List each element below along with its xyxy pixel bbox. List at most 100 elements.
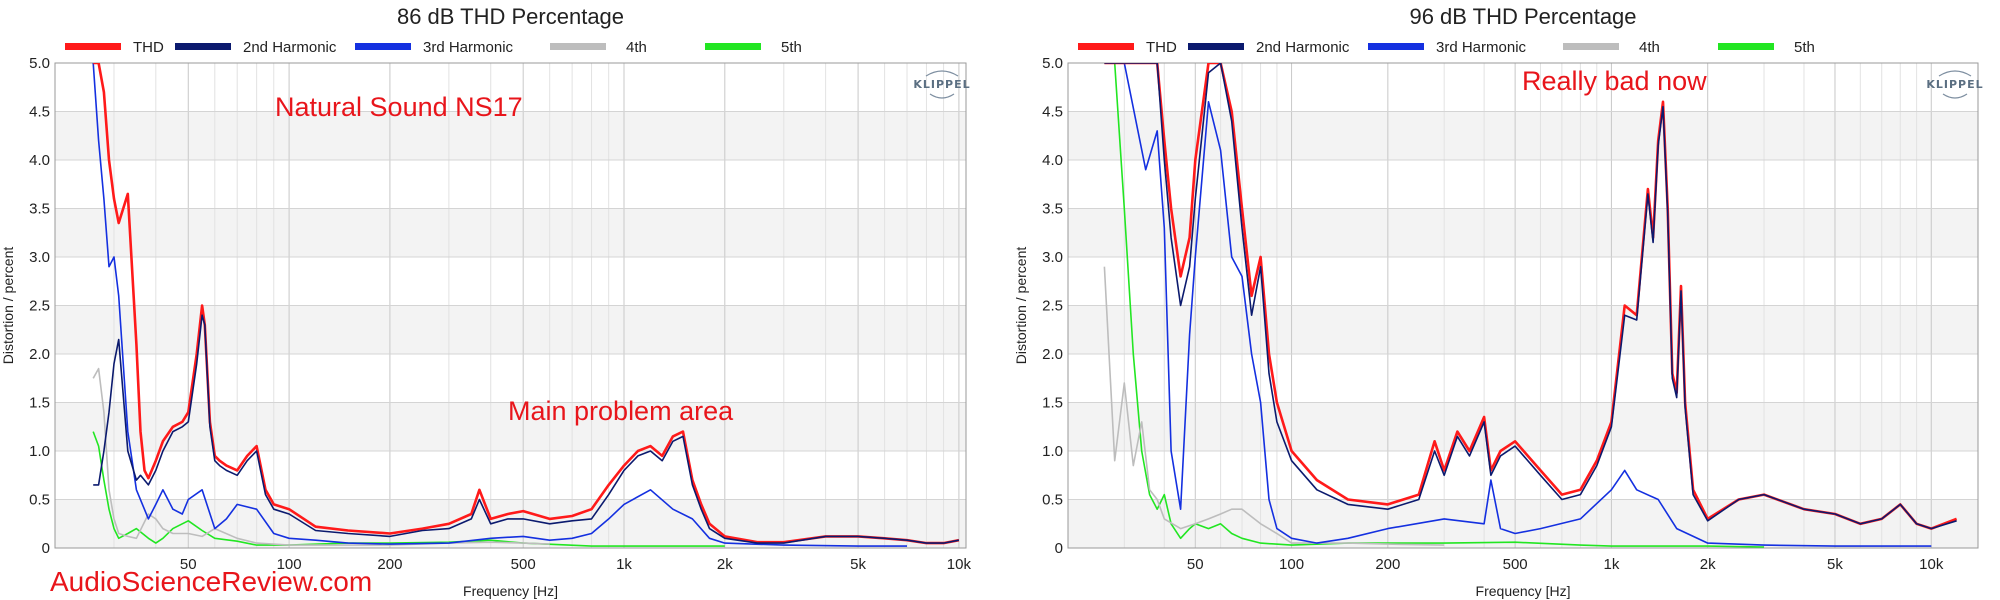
klippel-logo: KLIPPEL (1926, 70, 1983, 99)
legend-swatch-5th (1718, 43, 1774, 50)
x-tick-label: 2k (1700, 556, 1716, 573)
legend-label-2nd-harmonic: 2nd Harmonic (243, 39, 337, 56)
annotation-natural-sound-ns17: Natural Sound NS17 (275, 92, 523, 122)
legend-label-5th: 5th (1794, 39, 1815, 56)
y-tick-label: 3.0 (1042, 249, 1063, 266)
x-tick-label: 50 (1187, 556, 1204, 573)
logo-text: KLIPPEL (913, 78, 970, 91)
series-line-3rd-harmonic (92, 63, 907, 547)
x-tick-label: 5k (850, 556, 866, 573)
series-line-4th (92, 367, 550, 546)
x-axis-label: Frequency [Hz] (463, 583, 558, 599)
logo-arc-icon (925, 70, 959, 77)
legend-swatch-thd (65, 43, 121, 50)
y-tick-label: 2.0 (29, 346, 50, 363)
y-tick-label: 3.5 (1042, 201, 1063, 218)
grid-band (55, 499, 966, 548)
x-tick-label: 10k (1919, 556, 1944, 573)
y-tick-label: 5.0 (29, 55, 50, 72)
y-tick-label: 4.0 (1042, 152, 1063, 169)
y-tick-label: 4.5 (1042, 104, 1063, 121)
series-line-2nd-harmonic (93, 314, 960, 544)
x-tick-label: 50 (180, 556, 197, 573)
series-line-2nd-harmonic (1104, 63, 1957, 530)
chart-title: 86 dB THD Percentage (397, 4, 624, 29)
grid-band (55, 208, 966, 257)
legend-swatch-2nd-harmonic (175, 43, 231, 50)
x-tick-label: 1k (1603, 556, 1619, 573)
series-line-thd (93, 63, 960, 545)
annotation-really-bad-now: Really bad now (1522, 66, 1707, 96)
grid-band (55, 305, 966, 354)
series-line-3rd-harmonic (1104, 63, 1932, 547)
site-watermark: AudioScienceReview.com (50, 566, 373, 597)
logo-arc-icon (1942, 93, 1968, 99)
legend-swatch-3rd-harmonic (355, 43, 411, 50)
chart-2: 0 0.5 1.0 1.5 2.0 2.5 3.0 3.5 4.0 4.5 5.0 50 100 200 5… (1013, 4, 1983, 599)
y-tick-label: 1.0 (29, 443, 50, 460)
legend-label-4th: 4th (626, 39, 647, 56)
y-tick-label: 1.0 (1042, 443, 1063, 460)
plot-frame (1067, 62, 1979, 549)
grid-band (1068, 208, 1978, 257)
x-tick-label: 500 (1503, 556, 1528, 573)
legend-label-thd: THD (133, 39, 164, 56)
y-tick-label: 3.0 (29, 249, 50, 266)
y-axis-label: Distortion / percent (1013, 247, 1029, 365)
legend-label-3rd-harmonic: 3rd Harmonic (1436, 39, 1527, 56)
plot-frame (54, 62, 967, 549)
y-tick-label: 0.5 (29, 492, 50, 509)
legend-label-5th: 5th (781, 39, 802, 56)
x-tick-label: 5k (1827, 556, 1843, 573)
chart-1: 0 0.5 1.0 1.5 2.0 2.5 3.0 3.5 4.0 4.5 5.0 50 100 200 5… (0, 4, 971, 599)
y-tick-label: 1.5 (29, 395, 50, 412)
grid-band (55, 111, 966, 160)
x-tick-label: 100 (1279, 556, 1304, 573)
y-tick-label: 1.5 (1042, 395, 1063, 412)
series-line-5th (92, 431, 725, 547)
y-axis-label: Distortion / percent (0, 247, 16, 365)
legend-label-3rd-harmonic: 3rd Harmonic (423, 39, 514, 56)
y-tick-label: 0.5 (1042, 492, 1063, 509)
series-line-5th (1104, 63, 1765, 548)
legend-swatch-5th (705, 43, 761, 50)
annotation-main-problem-area: Main problem area (508, 396, 734, 426)
x-tick-label: 200 (1375, 556, 1400, 573)
y-tick-label: 2.5 (1042, 298, 1063, 315)
y-tick-label: 2.0 (1042, 346, 1063, 363)
series-line-4th (1103, 266, 1445, 546)
grid-band (1068, 499, 1978, 548)
y-tick-label: 5.0 (1042, 55, 1063, 72)
grid-band (1068, 305, 1978, 354)
chart-title: 96 dB THD Percentage (1409, 4, 1636, 29)
logo-arc-icon (929, 93, 955, 99)
x-tick-label: 100 (277, 556, 302, 573)
y-tick-label: 4.0 (29, 152, 50, 169)
grid-band (55, 402, 966, 451)
legend-swatch-thd (1078, 43, 1134, 50)
y-tick-label: 3.5 (29, 201, 50, 218)
legend-label-4th: 4th (1639, 39, 1660, 56)
x-tick-label: 2k (717, 556, 733, 573)
x-tick-label: 10k (947, 556, 972, 573)
y-tick-label: 0 (42, 540, 50, 557)
y-tick-label: 0 (1055, 540, 1063, 557)
logo-arc-icon (1938, 70, 1972, 77)
x-axis-label: Frequency [Hz] (1476, 583, 1571, 599)
y-tick-label: 2.5 (29, 298, 50, 315)
legend-label-thd: THD (1146, 39, 1177, 56)
x-tick-label: 200 (377, 556, 402, 573)
legend-swatch-3rd-harmonic (1368, 43, 1424, 50)
klippel-logo: KLIPPEL (913, 70, 970, 99)
legend-label-2nd-harmonic: 2nd Harmonic (1256, 39, 1350, 56)
grid-band (1068, 402, 1978, 451)
x-tick-label: 500 (511, 556, 536, 573)
logo-text: KLIPPEL (1926, 78, 1983, 91)
legend-swatch-2nd-harmonic (1188, 43, 1244, 50)
legend-swatch-4th (1563, 43, 1619, 50)
grid-band (1068, 111, 1978, 160)
y-tick-label: 4.5 (29, 104, 50, 121)
x-tick-label: 1k (616, 556, 632, 573)
legend-swatch-4th (550, 43, 606, 50)
